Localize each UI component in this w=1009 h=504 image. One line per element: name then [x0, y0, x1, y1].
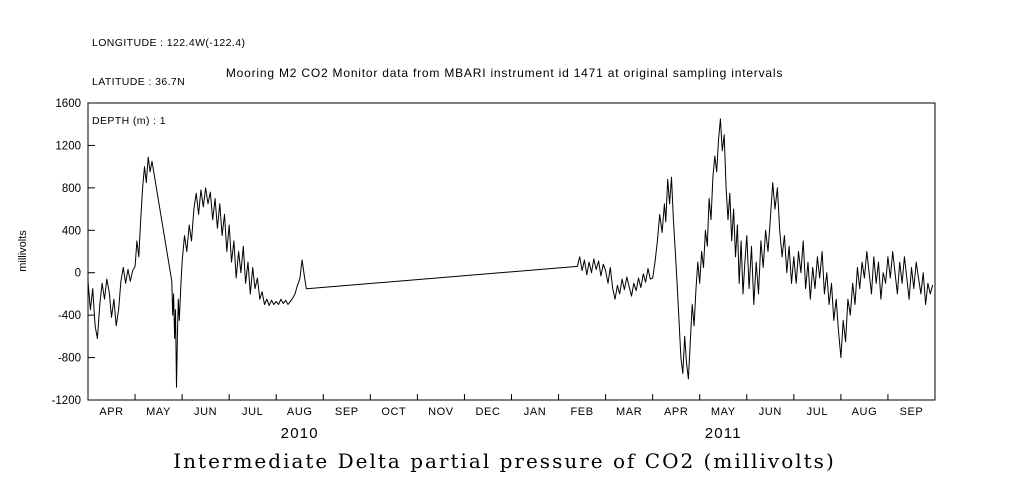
- x-tick-label: DEC: [475, 406, 500, 418]
- x-tick-label: SEP: [900, 406, 924, 418]
- y-tick-label: -400: [58, 310, 81, 322]
- x-tick-label: SEP: [335, 406, 359, 418]
- y-tick-label: -1200: [52, 395, 81, 407]
- latitude-label: LATITUDE : 36.7N: [92, 76, 186, 88]
- y-tick-label: 0: [75, 268, 81, 280]
- x-tick-label: APR: [664, 406, 688, 418]
- y-tick-label: 1200: [55, 140, 81, 152]
- chart-title: Mooring M2 CO2 Monitor data from MBARI i…: [225, 66, 784, 80]
- year-label: 2010: [281, 425, 319, 442]
- x-tick-label: FEB: [570, 406, 593, 418]
- x-tick-label: MAY: [146, 406, 171, 418]
- y-tick-label: -800: [58, 353, 81, 365]
- x-tick-label: AUG: [287, 406, 313, 418]
- data-line: [87, 118, 934, 388]
- x-tick-label: JUL: [807, 406, 828, 418]
- x-tick-label: NOV: [428, 406, 454, 418]
- x-tick-label: AUG: [852, 406, 878, 418]
- x-tick-label: MAR: [616, 406, 642, 418]
- x-tick-label: JAN: [524, 406, 547, 418]
- x-tick-label: JUN: [759, 406, 782, 418]
- x-tick-label: JUN: [194, 406, 217, 418]
- year-label: 2011: [705, 425, 742, 442]
- header-metadata: LONGITUDE : 122.4W(-122.4) LATITUDE : 36…: [92, 11, 245, 154]
- y-tick-label: 1600: [55, 98, 81, 110]
- x-tick-label: OCT: [381, 406, 406, 418]
- x-tick-label: APR: [99, 406, 123, 418]
- bottom-axis-title: Intermediate Delta partial pressure of C…: [173, 449, 836, 473]
- depth-label: DEPTH (m) : 1: [92, 115, 167, 127]
- longitude-label: LONGITUDE : 122.4W(-122.4): [92, 37, 246, 49]
- y-tick-label: 800: [62, 183, 81, 195]
- y-tick-label: 400: [62, 225, 81, 237]
- x-tick-label: MAY: [711, 406, 736, 418]
- plot-box: [87, 102, 936, 401]
- x-tick-label: JUL: [242, 406, 263, 418]
